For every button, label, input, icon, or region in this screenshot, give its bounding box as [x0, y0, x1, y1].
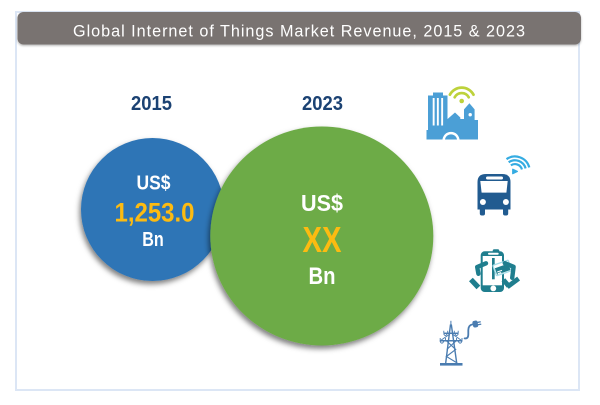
svg-text:2023: 2023	[302, 93, 343, 115]
svg-text:US$: US$	[301, 190, 343, 216]
svg-text:Bn: Bn	[309, 263, 336, 290]
svg-text:Global Internet of Things Mark: Global Internet of Things Market Revenue…	[73, 22, 525, 40]
svg-text:2015: 2015	[131, 93, 172, 115]
svg-text:US$: US$	[137, 173, 171, 195]
svg-text:Bn: Bn	[142, 229, 164, 251]
svg-text:1,253.0: 1,253.0	[115, 198, 195, 228]
svg-text:XX: XX	[303, 219, 342, 260]
